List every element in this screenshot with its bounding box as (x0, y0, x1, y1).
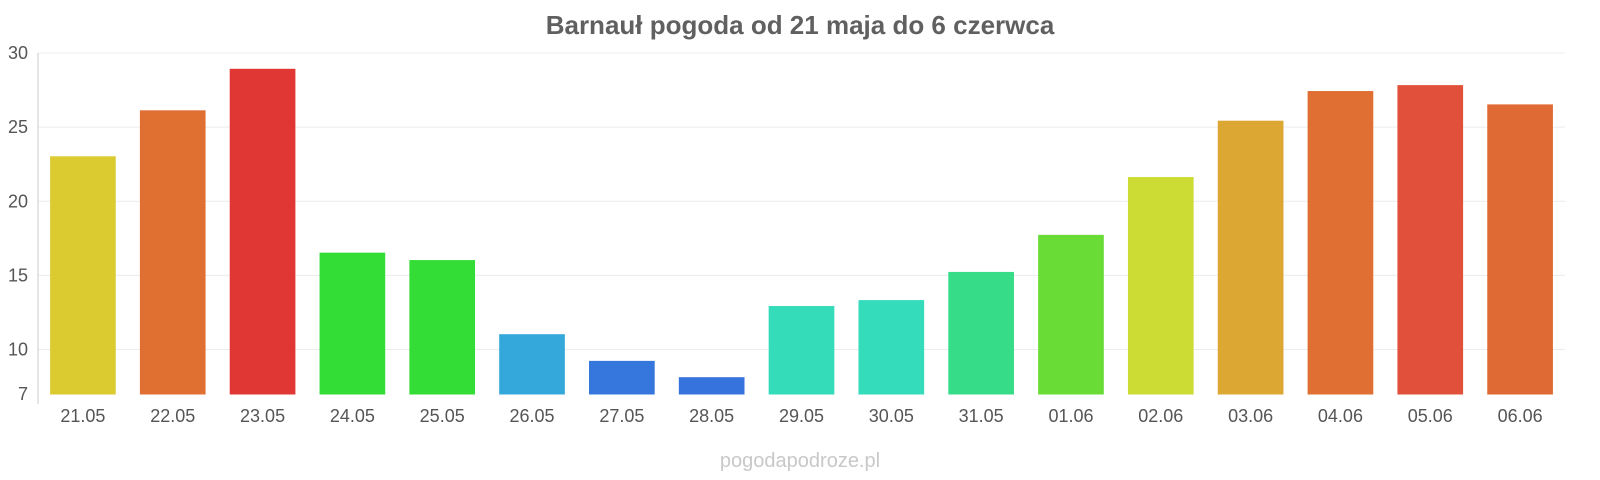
bar-04.06 (1307, 91, 1374, 395)
y-tick-label: 25 (8, 117, 28, 137)
bar-29.05 (768, 306, 835, 395)
bar-25.05 (409, 260, 476, 395)
x-tick-label: 26.05 (510, 406, 555, 426)
bar-21.05 (50, 156, 116, 395)
bar-30.05 (858, 300, 925, 395)
x-tick-label: 06.06 (1498, 406, 1543, 426)
bar-06.06 (1487, 104, 1553, 395)
x-tick-label: 05.06 (1408, 406, 1453, 426)
bar-22.05 (139, 110, 206, 395)
x-tick-label: 03.06 (1228, 406, 1273, 426)
watermark: pogodapodroze.pl (719, 450, 881, 472)
bar-23.05 (229, 68, 296, 395)
y-tick-label: 20 (8, 191, 28, 211)
bar-03.06 (1217, 120, 1284, 395)
bar-01.06 (1038, 234, 1104, 395)
x-tick-label: 25.05 (420, 406, 465, 426)
bar-31.05 (948, 271, 1014, 395)
bar-05.06 (1397, 85, 1464, 395)
x-tick-label: 24.05 (330, 406, 375, 426)
x-axis-ticks: 21.05 22.05 23.05 24.05 25.05 26.05 27.05 28.05… (60, 406, 1542, 426)
x-tick-label: 22.05 (150, 406, 195, 426)
bar-02.06 (1127, 177, 1194, 395)
y-tick-label: 10 (8, 340, 28, 360)
chart-title: Barnauł pogoda od 21 maja do 6 czerwca (545, 10, 1055, 40)
bars (50, 68, 1553, 395)
x-tick-label: 02.06 (1138, 406, 1183, 426)
y-axis-ticks: 7 10 15 20 25 30 (8, 43, 28, 404)
x-tick-label: 04.06 (1318, 406, 1363, 426)
bar-28.05 (678, 377, 745, 395)
bar-24.05 (319, 252, 386, 395)
y-tick-label: 7 (18, 384, 28, 404)
x-tick-label: 28.05 (689, 406, 734, 426)
x-tick-label: 01.06 (1048, 406, 1093, 426)
bar-26.05 (499, 334, 565, 395)
x-tick-label: 31.05 (959, 406, 1004, 426)
x-tick-label: 29.05 (779, 406, 824, 426)
x-tick-label: 23.05 (240, 406, 285, 426)
y-tick-label: 30 (8, 43, 28, 63)
bar-27.05 (589, 360, 655, 395)
x-tick-label: 30.05 (869, 406, 914, 426)
y-tick-label: 15 (8, 265, 28, 285)
x-tick-label: 21.05 (60, 406, 105, 426)
x-tick-label: 27.05 (599, 406, 644, 426)
